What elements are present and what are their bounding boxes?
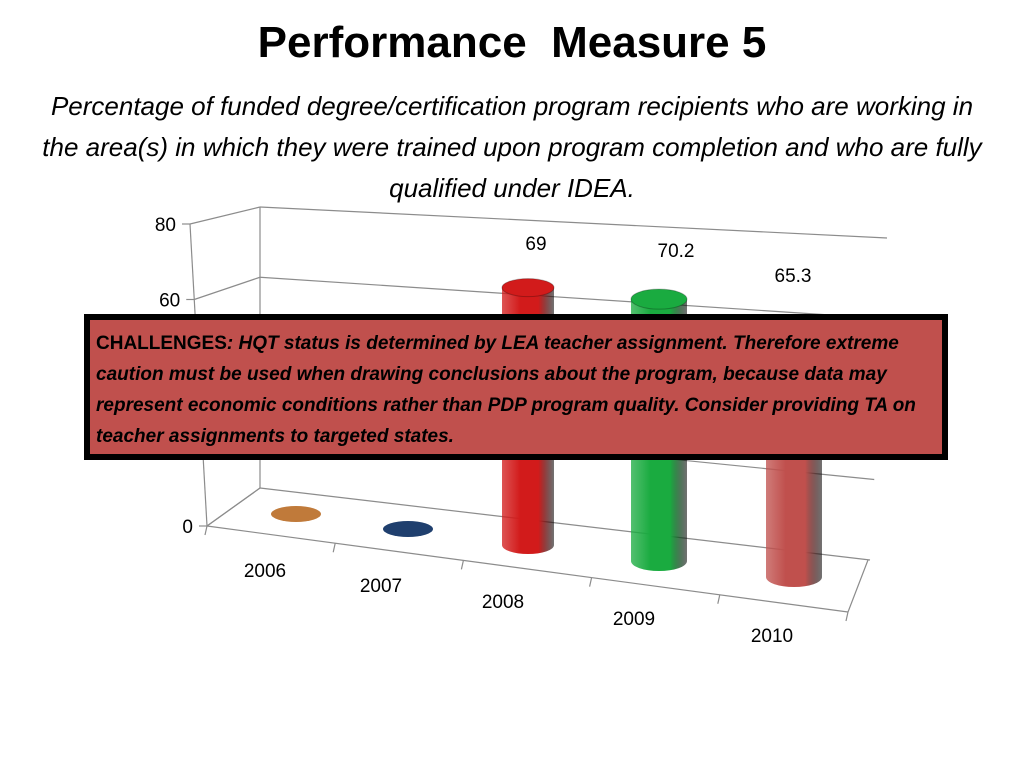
floor-left-edge — [206, 487, 261, 527]
bar-disc-2006 — [271, 506, 321, 522]
floor-right-edge — [847, 559, 869, 613]
data-label-2008: 69 — [525, 234, 546, 255]
data-label-2009: 70.2 — [658, 241, 695, 262]
xtick-mark-2 — [460, 560, 464, 570]
gridline-side-80 — [189, 206, 261, 225]
xtick-mark-4 — [717, 594, 721, 604]
ytick-label-60: 60 — [159, 291, 180, 312]
ytick-label-80: 80 — [155, 215, 176, 236]
xtick-label-2010: 2010 — [751, 626, 793, 647]
bar-top-2008 — [501, 278, 555, 298]
gridline-back-80 — [259, 206, 888, 239]
data-label-2010: 65.3 — [775, 266, 812, 287]
xtick-mark-1 — [332, 543, 336, 553]
xtick-mark-5 — [845, 611, 849, 622]
gridline-side-60 — [194, 276, 261, 301]
slide-title: Performance Measure 5 — [257, 18, 767, 67]
slide-subtitle: Percentage of funded degree/certificatio… — [42, 91, 982, 203]
bar-2006 — [271, 506, 321, 522]
xtick-label-2009: 2009 — [613, 609, 655, 630]
bar-disc-2007 — [383, 521, 433, 537]
gridline-back-60 — [259, 276, 883, 320]
bar-2007 — [383, 521, 433, 537]
xtick-label-2007: 2007 — [360, 576, 402, 597]
bar-top-2009 — [630, 288, 688, 310]
x-axis-line — [206, 525, 849, 613]
challenges-text: : HQT status is determined by LEA teache… — [96, 333, 916, 447]
challenges-heading: CHALLENGES — [96, 333, 227, 354]
xtick-mark-3 — [589, 577, 593, 587]
xtick-mark-0 — [204, 525, 208, 536]
challenges-callout: CHALLENGES: HQT status is determined by … — [84, 314, 948, 460]
ytick-label-0: 0 — [182, 517, 193, 538]
xtick-label-2006: 2006 — [244, 561, 286, 582]
xtick-label-2008: 2008 — [482, 592, 524, 613]
